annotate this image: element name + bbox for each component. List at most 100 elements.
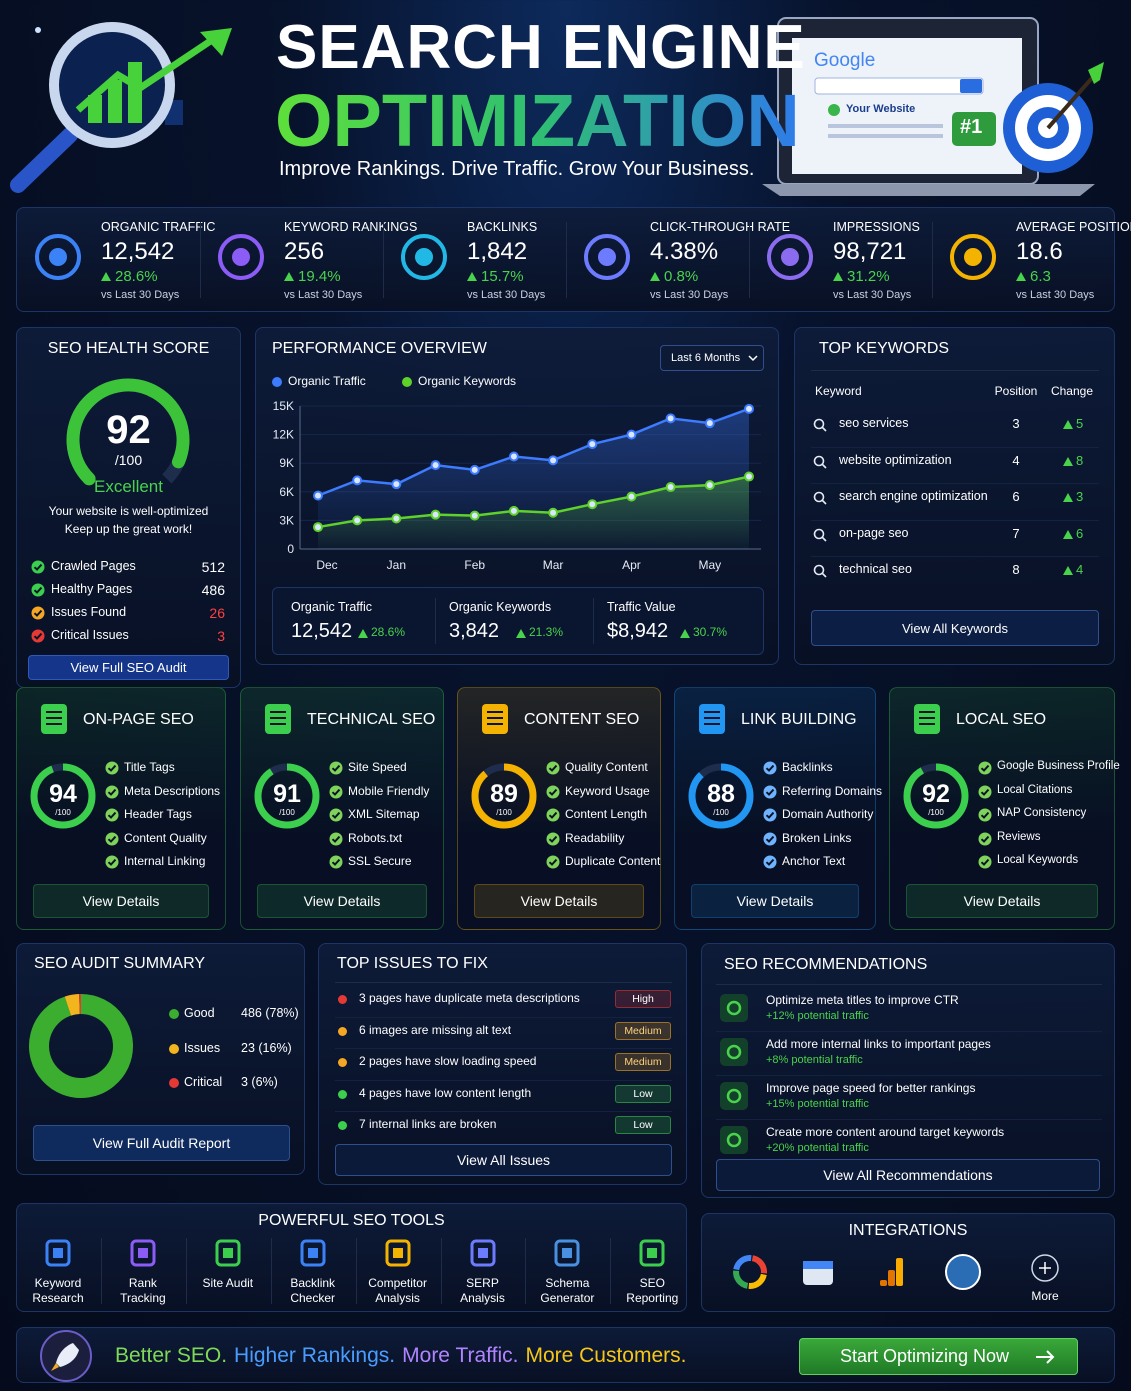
search-btn	[960, 79, 982, 93]
divider	[100, 1238, 102, 1304]
google-logo-arc	[733, 1255, 752, 1271]
kpi-icon-ring	[767, 234, 813, 280]
x-tick-label: Mar	[543, 558, 564, 572]
x-tick-label: Feb	[464, 558, 485, 572]
search-box	[814, 77, 984, 95]
row-rule	[716, 1031, 1102, 1032]
category-item: SSL Secure	[348, 854, 412, 869]
row-rule	[335, 1079, 672, 1081]
up-arrow-shape	[1063, 420, 1073, 429]
check-mark	[548, 859, 558, 867]
series-point	[744, 403, 754, 414]
audit-button[interactable]: View Full Audit Report	[33, 1125, 290, 1161]
category-max: /100	[496, 808, 512, 817]
header-title-line1: SEARCH ENGINE	[276, 13, 806, 82]
search-icon-handle	[821, 572, 827, 578]
rocket-body	[56, 1343, 79, 1367]
series-point	[508, 505, 519, 516]
category-item: Site Speed	[348, 760, 407, 774]
divider	[749, 222, 750, 298]
category-item: Readability	[565, 830, 625, 845]
check-icon	[763, 832, 777, 846]
search-icon-lens	[813, 455, 825, 466]
legend-label: Critical	[184, 1075, 223, 1089]
tool-icon	[45, 1239, 71, 1267]
kpi-icon	[218, 234, 264, 280]
category-score: 88	[707, 780, 735, 808]
category-score: 89	[490, 780, 518, 808]
category-item: Anchor Text	[782, 854, 846, 869]
category-card: LINK BUILDING 88/100 Backlinks Referring Do…	[674, 687, 882, 930]
summary-value: $8,942	[607, 620, 669, 642]
tool-label: Keyword Research	[32, 1276, 84, 1305]
kpi-value: 4.38%	[650, 238, 719, 265]
rocket-icon	[40, 1330, 92, 1382]
check-icon	[763, 785, 777, 799]
category-icon	[265, 704, 291, 734]
cta-button[interactable]: Start Optimizing Now	[799, 1338, 1078, 1375]
header-art	[10, 17, 1104, 196]
category-button[interactable]: View Details	[257, 884, 427, 918]
series-line	[317, 475, 750, 529]
period-dropdown[interactable]: Last 6 Months	[660, 345, 764, 371]
tool-icon-shape	[215, 1239, 241, 1267]
search-icon	[813, 418, 827, 432]
audit-card: SEO AUDIT SUMMARY Good 486 (78%) Issues 23 (…	[16, 943, 305, 1175]
kpi-icon	[584, 234, 630, 280]
category-button[interactable]: View Details	[474, 884, 644, 918]
category-gauge	[688, 763, 754, 829]
chart-title: PERFORMANCE OVERVIEW	[272, 340, 487, 357]
donut-slice	[64, 994, 81, 1016]
summary-change: 21.3%	[529, 625, 564, 639]
category-button[interactable]: View Details	[33, 884, 209, 918]
category-item: Quality Content	[565, 760, 648, 774]
kpi-label: IMPRESSIONS	[833, 220, 920, 234]
recommendation-icon	[720, 1082, 748, 1110]
series-point	[352, 475, 363, 486]
recommendation-icon-shape	[726, 1088, 742, 1104]
stat-label: Crawled Pages	[51, 559, 136, 573]
up-arrow	[680, 629, 690, 638]
recommendation-text: Create more content around target keywor…	[766, 1125, 1005, 1139]
check-icon	[31, 560, 45, 574]
check-icon	[329, 832, 343, 846]
health-gauge	[66, 378, 190, 486]
magnifier-handle	[10, 127, 78, 193]
keywords-button[interactable]: View All Keywords	[811, 610, 1099, 646]
tool-label: Site Audit	[202, 1276, 254, 1290]
category-button[interactable]: View Details	[691, 884, 859, 918]
issue-text: 3 pages have duplicate meta descriptions	[359, 991, 580, 1005]
result-line	[828, 134, 943, 138]
check-mark	[765, 859, 775, 867]
health-button[interactable]: View Full SEO Audit	[28, 655, 229, 680]
keyword-change: 6	[1076, 525, 1084, 541]
issue-icon-shape	[338, 1121, 347, 1130]
category-item: Referring Domains	[782, 783, 883, 798]
kpi-icon-core	[598, 248, 616, 266]
category-card: CONTENT SEO 89/100 Quality Content Keyword …	[457, 687, 661, 930]
category-button[interactable]: View Details	[906, 884, 1098, 918]
up-arrow	[1063, 420, 1073, 429]
summary-box: Organic Traffic 12,542 28.6% Organic Keywor…	[272, 587, 764, 655]
issue-text: 4 pages have low content length	[359, 1085, 532, 1100]
cta-arrow	[1036, 1350, 1055, 1364]
check-icon	[329, 761, 343, 775]
check-icon	[763, 808, 777, 822]
check-icon	[763, 761, 777, 775]
y-tick-label: 12K	[273, 428, 294, 442]
kpi-icon-core	[415, 248, 433, 266]
integrations-more: More	[1031, 1289, 1059, 1303]
stat-label: Critical Issues	[51, 628, 129, 642]
series-point	[704, 480, 715, 491]
kpi-label: AVERAGE POSITION	[1016, 220, 1131, 234]
tool-icon	[470, 1239, 495, 1267]
category-max: /100	[928, 808, 944, 817]
category-item: Local Keywords	[997, 854, 1079, 867]
tool-icon-shape	[45, 1239, 71, 1267]
recommendations-button[interactable]: View All Recommendations	[716, 1159, 1100, 1191]
check-mark	[548, 764, 558, 772]
category-gauge	[254, 763, 320, 829]
series-point	[548, 455, 559, 466]
issues-button[interactable]: View All Issues	[335, 1144, 672, 1176]
recommendation-icon-bg	[720, 1038, 748, 1066]
